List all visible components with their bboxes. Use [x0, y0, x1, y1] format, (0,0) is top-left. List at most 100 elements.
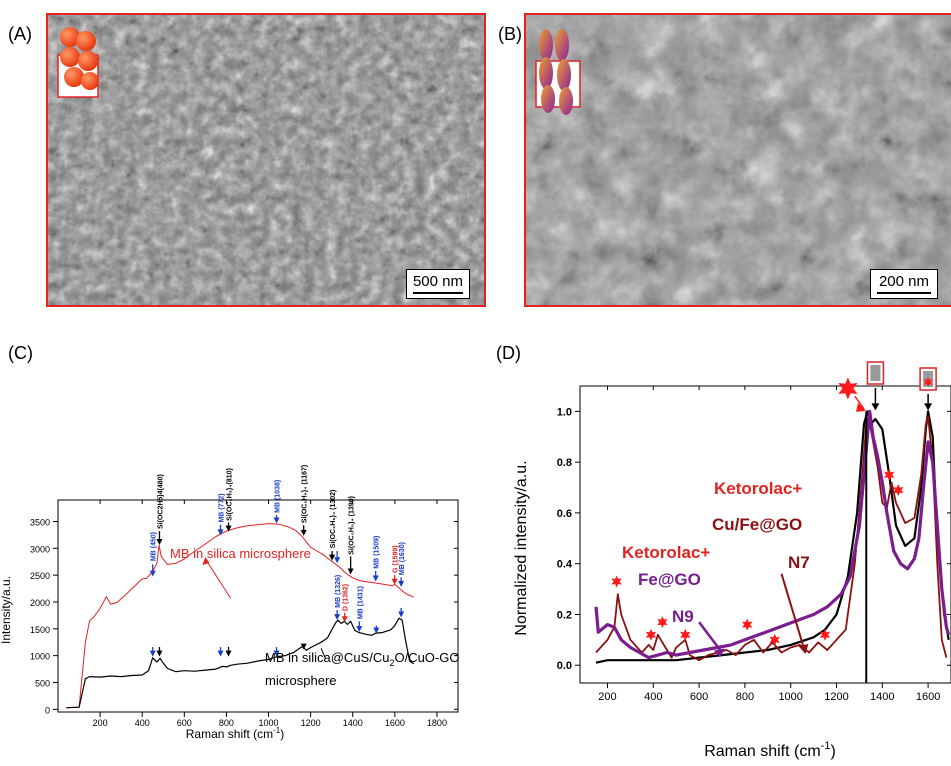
arrow-mb1630-head — [398, 580, 405, 587]
red-star-icon — [645, 628, 657, 641]
x-tick-label: 1800 — [427, 718, 447, 728]
arrow-si480-head — [156, 539, 163, 546]
chart-d-label-n7: N7 — [788, 553, 810, 572]
red-star-icon — [884, 468, 895, 481]
sem-image-a: 500 nm — [46, 13, 486, 307]
chart-d-label-cufe: Cu/Fe@GO — [712, 515, 802, 534]
arrow-mb1630-low-head — [398, 611, 405, 618]
x-tick-label: 600 — [177, 718, 192, 728]
series-line-mb-in-silica-cus-cu-o-cuo-go-microsphere — [66, 617, 415, 709]
arrow-low-810-head — [225, 650, 232, 657]
arrow-low-450-head — [149, 650, 156, 657]
y-tick-label: 1000 — [30, 652, 50, 662]
x-tick-label: 1000 — [778, 691, 802, 703]
arrow-mb1431-head — [356, 625, 363, 632]
chart-d-label-n9: N9 — [672, 607, 694, 626]
anno-mb1326: MB (1326) — [335, 575, 342, 608]
red-star-icon — [611, 575, 622, 588]
chart-c-legend-red: MB in silica microsphere — [170, 546, 311, 561]
y-tick-label: 1500 — [30, 625, 50, 635]
raman-chart-c: 200 400 600 800 1000 1200 1400 1600 1800 0 500 1000… — [0, 465, 459, 741]
anno-si1167: Si(OC₂H₅)₄ (1167) — [302, 465, 309, 523]
pointer-n7-head — [798, 644, 809, 654]
y-tick-label: 2500 — [30, 571, 50, 581]
legend-red-pointer — [204, 558, 232, 599]
arrow-mb1509-head — [372, 575, 379, 582]
big-star-pointer-head — [855, 402, 866, 412]
scale-bar-a-label: 500 nm — [412, 273, 464, 290]
chart-d-ylabel: Normalized intensity/a.u. — [513, 460, 530, 635]
red-star-icon — [819, 628, 831, 641]
chart-d-series — [594, 409, 951, 664]
y-tick-label: 0.2 — [557, 609, 572, 621]
series-line-n9 — [594, 409, 951, 660]
pointer-n9 — [698, 621, 723, 654]
anno-mb1509: MB (1509) — [374, 536, 381, 569]
red-star-icon — [680, 628, 691, 641]
series-line-mb-in-silica-microsphere — [66, 523, 414, 709]
chart-c-annotations: MB (450)Si(OC2H5)4(480) MB (772) Si(OC₂H₅)… — [149, 465, 406, 659]
scale-bar-a: 500 nm — [406, 269, 470, 299]
chart-c-xlabel: Raman shift (cm-1) — [186, 726, 284, 741]
x-tick-label: 1400 — [870, 691, 894, 703]
y-tick-label: 3500 — [30, 517, 50, 527]
y-tick-label: 3000 — [30, 544, 50, 554]
sem-image-b: 200 nm — [524, 13, 951, 307]
rect-star-icon — [923, 377, 933, 387]
series-line-n7 — [595, 415, 948, 662]
chart-c-legend-black-line1: MB in silica@CuS/Cu2O/CuO-GO — [265, 650, 459, 668]
y-tick-label: 0.8 — [557, 457, 572, 469]
arrow-g1599-head — [391, 578, 398, 585]
y-tick-label: 1.0 — [557, 406, 572, 418]
pointer-n9-head — [713, 648, 725, 658]
rod-inset-icon — [535, 29, 581, 115]
y-tick-label: 500 — [35, 678, 50, 688]
chart-c-ylabel: Intensity/a.u. — [0, 576, 13, 644]
arrow-d1362-head — [341, 616, 348, 623]
red-star-icon — [893, 484, 904, 497]
chart-d-label-keto2: Ketorolac+ — [622, 543, 710, 562]
chart-c-legend-black-line2: microsphere — [265, 673, 337, 688]
chart-d-annotations — [611, 361, 937, 683]
big-red-star-icon — [838, 377, 858, 400]
big-star-pointer — [854, 395, 865, 410]
y-tick-label: 0.0 — [557, 660, 572, 672]
series-line-black — [595, 410, 950, 664]
x-tick-label: 1000 — [259, 718, 279, 728]
anno-si480: Si(OC2H5)4(480) — [157, 474, 164, 529]
chart-d-axes: 200 400 600 800 1000 1200 1400 1600 0.0 0.2 0.4 0.6… — [557, 385, 951, 703]
raman-chart-d: 200 400 600 800 1000 1200 1400 1600 0.0 0.2 0.4 0.6… — [513, 361, 951, 760]
x-tick-label: 600 — [690, 691, 708, 703]
red-star-icon — [657, 616, 668, 629]
y-tick-label: 2000 — [30, 598, 50, 608]
anno-si810: Si(OC₂H₅)₄(810) — [227, 468, 234, 521]
arrow-mb772-head — [217, 529, 224, 536]
x-tick-label: 1400 — [343, 718, 363, 728]
x-tick-label: 200 — [93, 718, 108, 728]
arrow-mb1038-head — [273, 517, 280, 524]
sem-texture-a — [48, 15, 484, 305]
anno-mb1431: MB (1431) — [357, 586, 364, 619]
anno-d1362: D (1362) — [343, 584, 350, 611]
scale-bar-b-label: 200 nm — [878, 273, 930, 290]
y-tick-label: 0 — [45, 705, 50, 715]
scale-bar-a-line — [413, 292, 463, 294]
sem-texture-b — [526, 15, 951, 305]
arrow-si810-head — [225, 525, 232, 532]
chart-d-label-fe: Fe@GO — [638, 570, 701, 589]
legend-black-pointer — [320, 647, 326, 659]
plot-frame — [579, 385, 951, 684]
anno-mb1630: MB (1630) — [399, 542, 406, 575]
chart-d-label-keto1: Ketorolac+ — [714, 479, 802, 498]
anno-mb772: MB (772) — [219, 493, 226, 522]
panel-label-c: (C) — [8, 343, 33, 363]
anno-g1599: G (1599) — [393, 545, 400, 573]
anno-si1302: Si(OC₂H₅)₄ (1302) — [330, 490, 337, 549]
arrow-mb1509-low-head — [373, 627, 380, 634]
arrow-rect-2-head — [924, 403, 933, 411]
arrow-low-482-head — [156, 650, 163, 657]
x-tick-label: 200 — [598, 691, 616, 703]
y-tick-label: 0.6 — [557, 508, 572, 520]
panel-label-a: (A) — [8, 24, 32, 44]
x-tick-label: 1600 — [385, 718, 405, 728]
